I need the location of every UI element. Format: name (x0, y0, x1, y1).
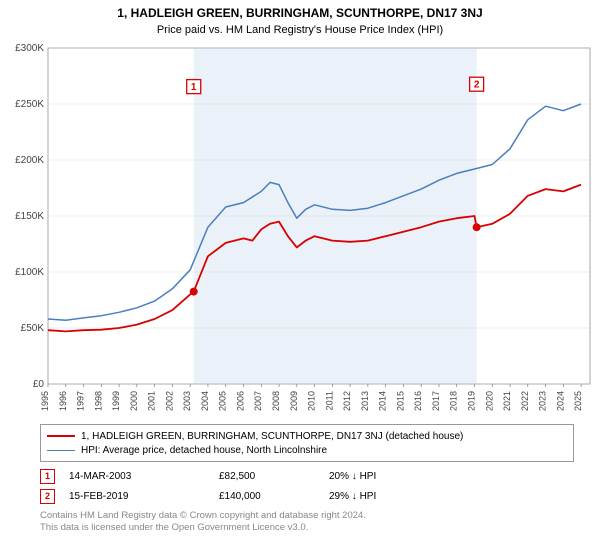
svg-text:2012: 2012 (342, 391, 352, 411)
transaction-marker: 1 (40, 469, 55, 484)
svg-text:2000: 2000 (129, 391, 139, 411)
svg-text:1998: 1998 (93, 391, 103, 411)
transaction-price: £82,500 (219, 471, 329, 482)
svg-text:2025: 2025 (573, 391, 583, 411)
legend-swatch (47, 435, 75, 437)
line-chart-svg: £0 £50K £100K £150K £200K £250K £300K 1995 1996 1… (0, 38, 600, 418)
legend-label: HPI: Average price, detached house, Nort… (81, 445, 327, 456)
svg-text:2023: 2023 (538, 391, 548, 411)
svg-text:2021: 2021 (502, 391, 512, 411)
svg-text:2020: 2020 (484, 391, 494, 411)
svg-text:2016: 2016 (413, 391, 423, 411)
svg-text:2: 2 (474, 80, 480, 91)
legend: 1, HADLEIGH GREEN, BURRINGHAM, SCUNTHORP… (40, 424, 574, 462)
svg-text:2011: 2011 (324, 391, 334, 410)
transaction-date: 15-FEB-2019 (55, 491, 219, 502)
svg-text:2013: 2013 (360, 391, 370, 411)
svg-text:£50K: £50K (21, 323, 45, 334)
svg-text:2004: 2004 (200, 391, 210, 411)
svg-text:1999: 1999 (111, 391, 121, 411)
svg-text:2001: 2001 (147, 391, 157, 411)
svg-text:£100K: £100K (15, 267, 44, 278)
svg-text:2006: 2006 (235, 391, 245, 411)
svg-text:£300K: £300K (15, 43, 44, 54)
svg-text:2014: 2014 (378, 391, 388, 411)
svg-text:2019: 2019 (466, 391, 476, 411)
svg-text:2010: 2010 (307, 391, 317, 411)
svg-text:2024: 2024 (555, 391, 565, 411)
legend-item: HPI: Average price, detached house, Nort… (47, 443, 567, 457)
svg-text:2007: 2007 (253, 391, 263, 411)
svg-text:2005: 2005 (218, 391, 228, 411)
transaction-pct: 29% ↓ HPI (329, 491, 439, 502)
chart-subtitle: Price paid vs. HM Land Registry's House … (0, 20, 600, 40)
chart-container: 1, HADLEIGH GREEN, BURRINGHAM, SCUNTHORP… (0, 0, 600, 560)
svg-text:2009: 2009 (289, 391, 299, 411)
svg-text:£150K: £150K (15, 211, 44, 222)
svg-text:1996: 1996 (58, 391, 68, 411)
svg-text:2022: 2022 (520, 391, 530, 411)
svg-text:1995: 1995 (40, 391, 50, 411)
transaction-price: £140,000 (219, 491, 329, 502)
legend-label: 1, HADLEIGH GREEN, BURRINGHAM, SCUNTHORP… (81, 431, 463, 442)
svg-text:2008: 2008 (271, 391, 281, 411)
svg-text:2018: 2018 (449, 391, 459, 411)
transaction-row: 215-FEB-2019£140,00029% ↓ HPI (40, 486, 439, 506)
transaction-pct: 20% ↓ HPI (329, 471, 439, 482)
footer-attribution: Contains HM Land Registry data © Crown c… (40, 510, 366, 534)
transaction-row: 114-MAR-2003£82,50020% ↓ HPI (40, 466, 439, 486)
svg-text:£250K: £250K (15, 99, 44, 110)
svg-text:£0: £0 (33, 379, 45, 390)
legend-item: 1, HADLEIGH GREEN, BURRINGHAM, SCUNTHORP… (47, 429, 567, 443)
svg-text:£200K: £200K (15, 155, 44, 166)
chart-title: 1, HADLEIGH GREEN, BURRINGHAM, SCUNTHORP… (0, 0, 600, 20)
svg-text:2017: 2017 (431, 391, 441, 411)
transaction-table: 114-MAR-2003£82,50020% ↓ HPI215-FEB-2019… (40, 466, 439, 506)
transaction-date: 14-MAR-2003 (55, 471, 219, 482)
svg-text:2015: 2015 (395, 391, 405, 411)
legend-swatch (47, 450, 75, 451)
svg-text:2002: 2002 (164, 391, 174, 411)
transaction-marker: 2 (40, 489, 55, 504)
svg-text:1: 1 (191, 82, 197, 93)
chart-area: £0 £50K £100K £150K £200K £250K £300K 1995 1996 1… (0, 38, 600, 418)
svg-text:1997: 1997 (76, 391, 86, 411)
footer-line-1: Contains HM Land Registry data © Crown c… (40, 510, 366, 522)
footer-line-2: This data is licensed under the Open Gov… (40, 522, 366, 534)
svg-text:2003: 2003 (182, 391, 192, 411)
